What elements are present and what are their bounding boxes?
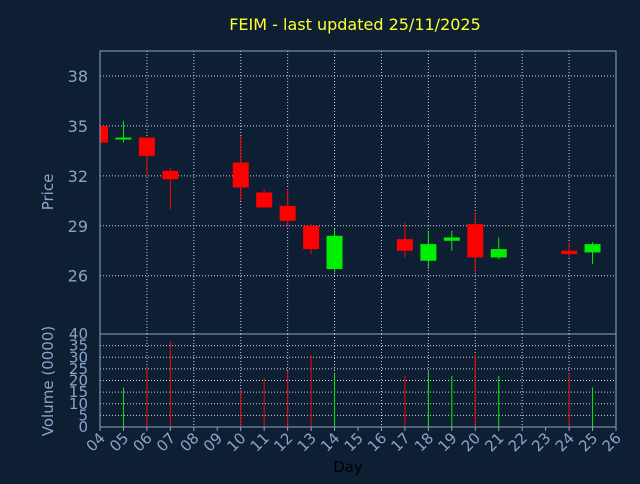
panel-frames [99,50,617,428]
price-axis-label: Price [39,174,57,211]
x-tick-label: 08 [176,429,202,455]
x-tick-label: 26 [599,429,625,455]
candle-body [396,239,413,251]
x-tick-label: 16 [364,429,390,455]
volume-tick-label: 10 [69,395,88,413]
candle-body [443,237,460,241]
volume-tick-label: 20 [69,372,88,390]
volume-tick-label: 15 [69,383,88,401]
candle-body [115,137,132,140]
x-tick-label: 15 [341,429,367,455]
chart-title: FEIM - last updated 25/11/2025 [229,15,481,34]
x-tick-label: 18 [411,429,437,455]
candle-body [584,244,601,253]
candle-body [162,170,179,180]
x-tick-label: 23 [528,429,554,455]
x-tick-label: 11 [247,429,273,455]
x-tick-label: 10 [223,429,249,455]
price-tick-label: 26 [68,267,88,286]
x-tick-label: 13 [294,429,320,455]
volume-tick-label: 30 [69,348,88,366]
price-tick-label: 38 [68,67,88,86]
candle-body [256,192,273,208]
candle-body [100,125,108,143]
x-tick-label: 07 [153,429,179,455]
candle-body [561,250,578,255]
x-axis-label: Day [333,458,363,476]
x-tick-label: 09 [200,429,226,455]
price-tick-label: 32 [68,167,88,186]
candle-body [303,225,320,250]
tick-labels: 2629323538051015202530354004050607080910… [68,67,625,455]
x-tick-label: 20 [458,429,484,455]
volume-axis-label: Volume (0000) [39,326,57,436]
volume-tick-label: 0 [78,418,88,436]
candle-body [467,224,484,258]
x-tick-label: 19 [434,429,460,455]
volume-tick-label: 5 [78,406,88,424]
x-tick-label: 25 [575,429,601,455]
candle-body [490,249,507,258]
grid-layer [100,51,616,427]
volume-tick-label: 40 [69,325,88,343]
volume-tick-label: 35 [69,337,88,355]
candle-body [326,235,343,270]
candle-body [279,205,296,221]
volume-bars [122,340,594,427]
volume-tick-label: 25 [69,360,88,378]
price-tick-label: 35 [68,117,88,136]
x-tick-label: 12 [270,429,296,455]
price-tick-label: 29 [68,217,88,236]
x-tick-label: 24 [552,429,578,455]
candle-body [232,162,249,188]
candle-body [420,244,437,261]
x-tick-label: 05 [106,429,132,455]
candle-body [138,137,155,156]
price-candles [99,120,601,273]
x-tick-label: 17 [388,429,414,455]
price-panel-frame [99,50,617,335]
x-tick-label: 22 [505,429,531,455]
x-tick-label: 14 [317,429,343,455]
x-tick-label: 21 [481,429,507,455]
x-tick-label: 06 [130,429,156,455]
